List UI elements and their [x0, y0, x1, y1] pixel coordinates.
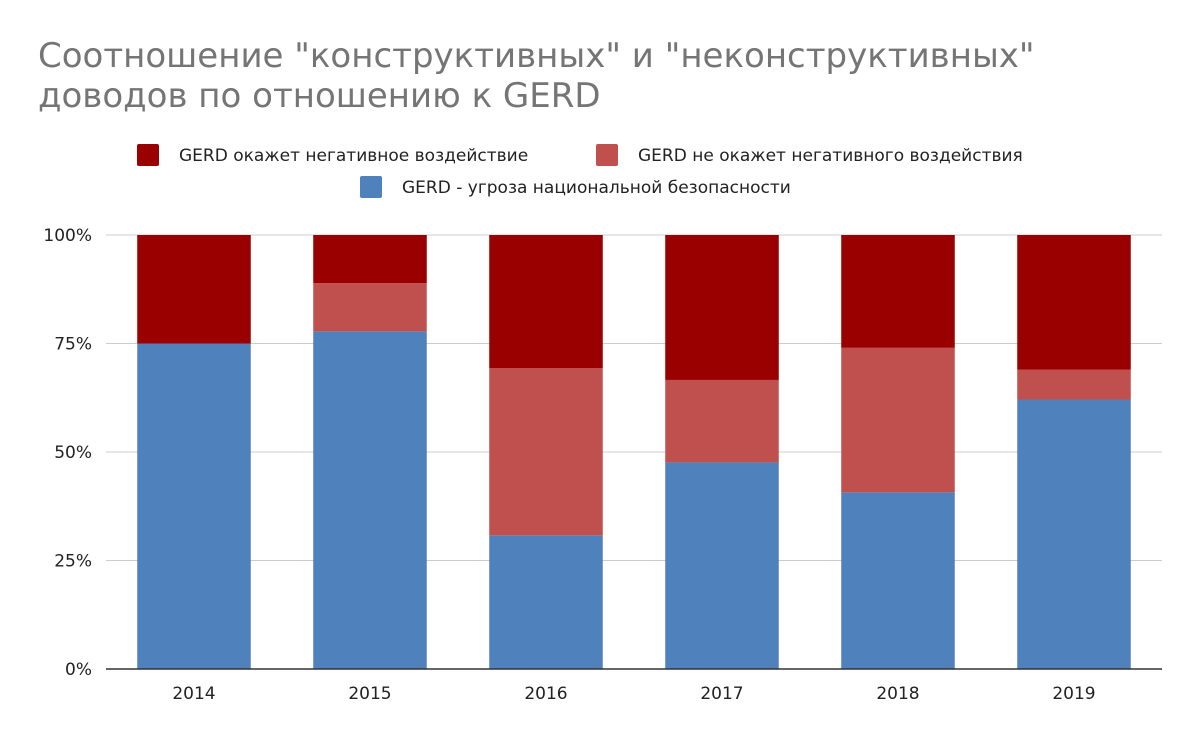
y-tick-label: 50% — [54, 443, 92, 463]
x-tick-label: 2018 — [876, 684, 919, 704]
chart-title: Соотношение "конструктивных" и "неконстр… — [38, 36, 1035, 116]
bar-segment — [313, 235, 427, 284]
gridlines — [106, 234, 1162, 561]
x-tick-label: 2015 — [348, 684, 391, 704]
bar-segment — [665, 462, 779, 669]
bar-segment — [313, 331, 427, 669]
bar-segment — [313, 283, 427, 332]
legend-swatch — [596, 144, 618, 166]
bar-segment — [1017, 235, 1131, 370]
y-tick-label: 100% — [43, 226, 92, 246]
bar-segment — [1017, 369, 1131, 400]
bars — [137, 235, 1131, 669]
bar-segment — [841, 235, 955, 348]
legend-label: GERD - угроза национальной безопасности — [402, 178, 791, 198]
bar-segment — [1017, 399, 1131, 669]
bar-segment — [665, 379, 779, 463]
legend-label: GERD не окажет негативного воздействия — [638, 146, 1023, 166]
x-tick-label: 2016 — [524, 684, 567, 704]
bar-segment — [489, 235, 603, 369]
y-tick-label: 75% — [54, 335, 92, 355]
legend: GERD окажет негативное воздействие GERD н… — [137, 144, 1023, 198]
y-tick-label: 25% — [54, 552, 92, 572]
x-tick-label: 2017 — [700, 684, 743, 704]
legend-swatch — [360, 176, 382, 198]
x-axis-ticks: 2014 2015 2016 2017 2018 2019 — [172, 684, 1095, 704]
legend-label: GERD окажет негативное воздействие — [179, 146, 528, 166]
legend-swatch — [137, 144, 159, 166]
y-tick-label: 0% — [65, 660, 92, 680]
bar-segment — [665, 235, 779, 380]
bar-segment — [137, 343, 251, 669]
x-tick-label: 2019 — [1052, 684, 1095, 704]
y-axis-ticks: 0% 25% 50% 75% 100% — [43, 226, 92, 680]
x-tick-label: 2014 — [172, 684, 215, 704]
bar-segment — [137, 235, 251, 344]
bar-segment — [841, 492, 955, 669]
bar-segment — [489, 535, 603, 669]
bar-segment — [841, 347, 955, 493]
bar-segment — [489, 368, 603, 536]
